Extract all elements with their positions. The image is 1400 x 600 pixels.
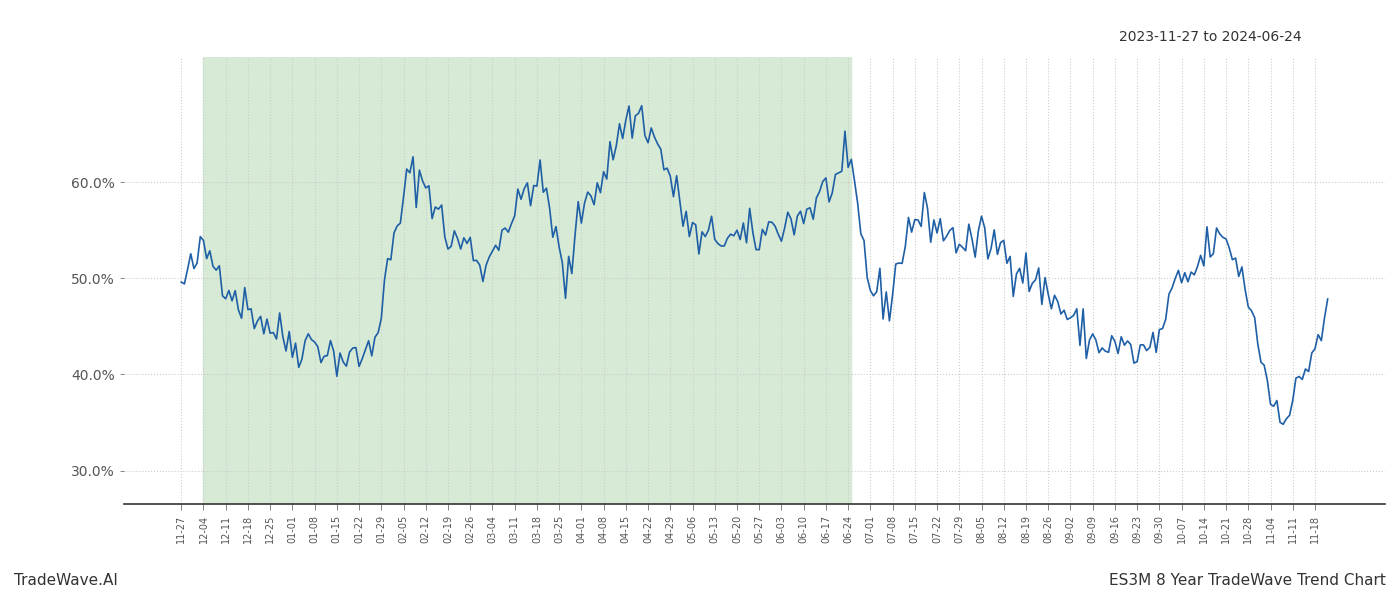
Text: 2023-11-27 to 2024-06-24: 2023-11-27 to 2024-06-24 [1120,30,1302,44]
Text: ES3M 8 Year TradeWave Trend Chart: ES3M 8 Year TradeWave Trend Chart [1109,573,1386,588]
Text: TradeWave.AI: TradeWave.AI [14,573,118,588]
Bar [203,57,851,504]
